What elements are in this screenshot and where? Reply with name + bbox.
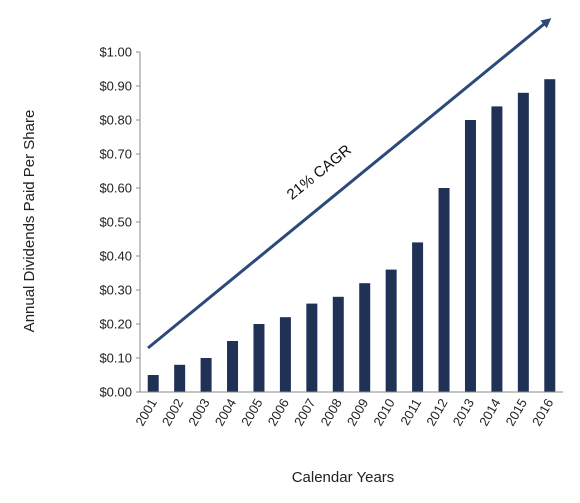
cagr-arrow <box>147 18 552 350</box>
x-tick-label: 2005 <box>238 396 265 429</box>
x-tick-label: 2014 <box>476 396 503 429</box>
x-tick-label: 2006 <box>265 396 292 429</box>
x-tick-label: 2009 <box>344 396 371 429</box>
y-tick-label: $0.30 <box>99 283 132 298</box>
x-tick-label: 2013 <box>450 396 477 429</box>
x-tick-label: 2008 <box>317 396 344 429</box>
x-axis-title: Calendar Years <box>292 469 395 486</box>
x-tick-label: 2004 <box>212 396 239 429</box>
bar-2011 <box>412 242 424 392</box>
bar-2004 <box>227 341 239 392</box>
y-axis-title: Annual Dividends Paid Per Share <box>21 110 38 333</box>
y-tick-label: $0.40 <box>99 249 132 264</box>
y-tick-label: $0.10 <box>99 351 132 366</box>
x-tick-label: 2011 <box>397 396 424 428</box>
bar-2002 <box>174 364 186 392</box>
bar-2003 <box>200 358 212 392</box>
cagr-annotation: 21% CAGR <box>284 141 355 203</box>
bar-2005 <box>253 324 265 392</box>
y-tick-label: $0.50 <box>99 215 132 230</box>
bar-2010 <box>385 269 397 392</box>
y-tick-label: $1.00 <box>99 45 132 60</box>
bar-2006 <box>279 317 291 392</box>
y-tick-label: $0.70 <box>99 147 132 162</box>
x-tick-label: 2003 <box>185 396 212 429</box>
y-axis-ticks: $0.00 $0.10 $0.20 $0.30 $0.40 $0.50 $0.60 $0.70… <box>99 45 140 400</box>
y-tick-label: $0.90 <box>99 79 132 94</box>
bars <box>147 79 556 393</box>
x-tick-label: 2002 <box>159 396 186 429</box>
x-tick-label: 2007 <box>291 396 318 429</box>
bar-2009 <box>359 283 371 392</box>
x-tick-label: 2001 <box>132 396 159 429</box>
bar-2007 <box>306 303 318 392</box>
x-tick-label: 2012 <box>423 396 450 429</box>
y-tick-label: $0.80 <box>99 113 132 128</box>
bar-2001 <box>147 375 159 392</box>
x-axis-ticks: 2001200220032004200520062007200820092010… <box>132 396 556 429</box>
bar-2008 <box>332 296 344 392</box>
x-tick-label: 2010 <box>370 396 397 429</box>
bar-2016 <box>544 79 556 392</box>
bar-2015 <box>517 92 529 393</box>
bar-2013 <box>464 120 476 392</box>
bar-2012 <box>438 188 450 392</box>
bar-2014 <box>491 106 503 393</box>
x-tick-label: 2015 <box>502 396 529 429</box>
y-tick-label: $0.00 <box>99 385 132 400</box>
y-tick-label: $0.60 <box>99 181 132 196</box>
y-tick-label: $0.20 <box>99 317 132 332</box>
x-tick-label: 2016 <box>529 396 556 429</box>
